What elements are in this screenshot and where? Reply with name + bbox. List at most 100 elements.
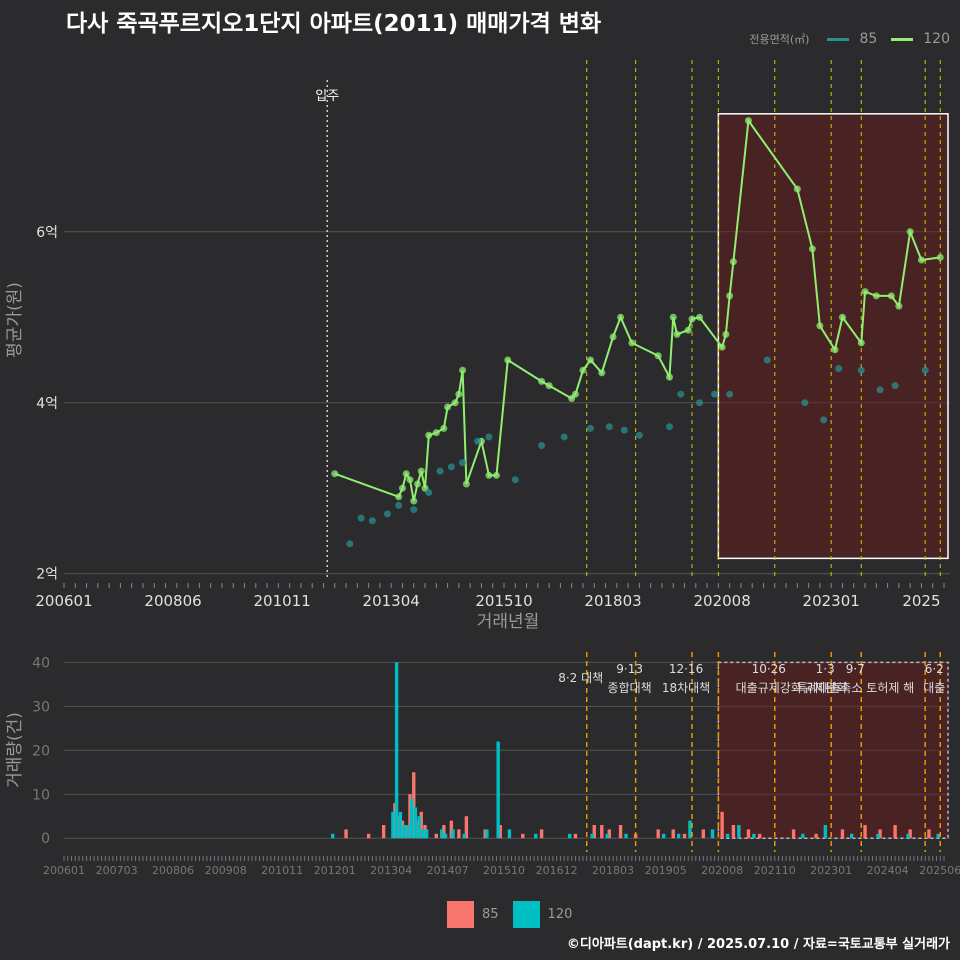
vol-x-tick-label-14: 202301: [810, 864, 852, 877]
point-120-6: [414, 480, 422, 488]
bar-85-13: [442, 825, 446, 839]
bar-85-0: [344, 829, 348, 839]
point-120-11: [440, 424, 448, 432]
bar-85-34: [758, 833, 762, 839]
point-85-6: [425, 489, 433, 497]
bar-120-22: [624, 833, 628, 839]
point-85-27: [835, 365, 843, 373]
bar-85-16: [464, 816, 469, 839]
legend-120-box: [512, 901, 540, 928]
point-120-50: [872, 292, 880, 300]
bar-85-29: [682, 833, 687, 839]
bar-120-10: [425, 829, 429, 839]
vol-x-tick-label-13: 202110: [754, 864, 796, 877]
point-120-31: [654, 352, 662, 360]
policy-label-6-line1: 9·7: [846, 662, 865, 676]
point-120-40: [726, 292, 734, 300]
policy-label-2-line2: 18차대책: [662, 680, 710, 695]
point-120-22: [545, 382, 553, 390]
bar-120-0: [331, 833, 335, 839]
bar-120-12: [443, 833, 448, 839]
vol-x-tick-label-8: 201510: [483, 864, 525, 877]
vol-x-tick-label-5: 201201: [314, 864, 356, 877]
point-120-12: [444, 403, 452, 411]
bar-85-1: [366, 833, 371, 839]
bar-120-31: [823, 825, 828, 839]
bar-120-24: [676, 833, 681, 839]
point-120-18: [485, 471, 493, 479]
bar-85-8: [412, 772, 416, 839]
vol-y-tick-label-3: 30: [32, 699, 50, 715]
point-120-44: [808, 245, 816, 253]
x-tick-label-0: 200601: [35, 592, 92, 610]
bar-85-37: [840, 829, 845, 839]
point-85-11: [485, 433, 493, 441]
bar-120-7: [413, 807, 418, 839]
point-120-32: [665, 373, 673, 381]
bar-85-24: [607, 829, 611, 839]
policy-label-4-line1: 10·26: [752, 662, 786, 676]
vol-x-tick-label-4: 201011: [261, 864, 303, 877]
bar-85-39: [878, 829, 882, 839]
x-axis-title: 거래년월: [477, 612, 540, 632]
point-85-16: [605, 423, 613, 431]
point-85-3: [383, 510, 391, 518]
bar-120-28: [737, 825, 741, 839]
point-120-52: [895, 302, 903, 310]
bar-85-42: [927, 829, 931, 839]
bar-85-12: [434, 833, 438, 839]
point-120-49: [861, 288, 869, 296]
policy-label-0-line1: 8·2 대책: [558, 670, 603, 685]
bar-85-35: [791, 829, 796, 839]
point-120-27: [598, 369, 606, 377]
bar-120-14: [462, 833, 467, 839]
point-85-29: [876, 386, 884, 394]
point-85-5: [410, 506, 418, 514]
bar-120-20: [590, 833, 594, 839]
point-85-21: [696, 399, 704, 407]
chart-title: 다사 죽곡푸르지오1단지 아파트(2011) 매매가격 변화: [66, 11, 602, 37]
point-120-14: [455, 390, 463, 398]
legend-85-bottom-label: 85: [482, 907, 499, 922]
bar-85-27: [656, 829, 660, 839]
point-120-9: [425, 431, 433, 439]
point-85-20: [677, 390, 685, 398]
policy-label-2-line1: 12·16: [669, 662, 703, 676]
bar-85-41: [908, 829, 912, 839]
bar-120-4: [402, 825, 406, 839]
point-120-53: [906, 228, 914, 236]
legend-120-bottom-label: 120: [547, 907, 573, 922]
bar-85-33: [746, 829, 751, 839]
bar-85-19: [521, 833, 525, 839]
point-120-15: [459, 366, 467, 374]
vol-y-tick-label-0: 0: [41, 831, 50, 847]
vol-x-tick-label-16: 202506: [919, 864, 960, 877]
bar-85-20: [539, 829, 544, 839]
bar-120-3: [398, 811, 403, 839]
point-120-38: [718, 343, 726, 351]
point-120-3: [402, 470, 410, 478]
point-85-22: [711, 390, 719, 398]
point-120-41: [729, 258, 737, 266]
bar-85-32: [731, 825, 736, 839]
vol-x-tick-label-9: 201612: [536, 864, 578, 877]
point-120-29: [617, 313, 625, 321]
vol-y-tick-label-4: 40: [32, 655, 50, 671]
bar-85-23: [600, 825, 604, 839]
bar-120-9: [421, 829, 425, 839]
legend-85-box: [447, 901, 474, 928]
bar-120-25: [688, 820, 692, 839]
point-120-25: [579, 366, 587, 374]
point-120-42: [744, 117, 752, 125]
bar-85-18: [498, 825, 502, 839]
y-tick-label-2: 6억: [36, 225, 58, 241]
policy-label-8-line2: 대출: [923, 681, 945, 695]
vol-highlight-region: [717, 661, 949, 839]
y-axis-title: 평균가(원): [5, 282, 25, 358]
point-85-19: [665, 423, 673, 431]
legend-label: 전용면적(㎡): [749, 33, 810, 46]
x-tick-label-2: 201011: [253, 592, 310, 610]
bar-85-31: [720, 811, 724, 839]
bar-85-30: [701, 829, 706, 839]
